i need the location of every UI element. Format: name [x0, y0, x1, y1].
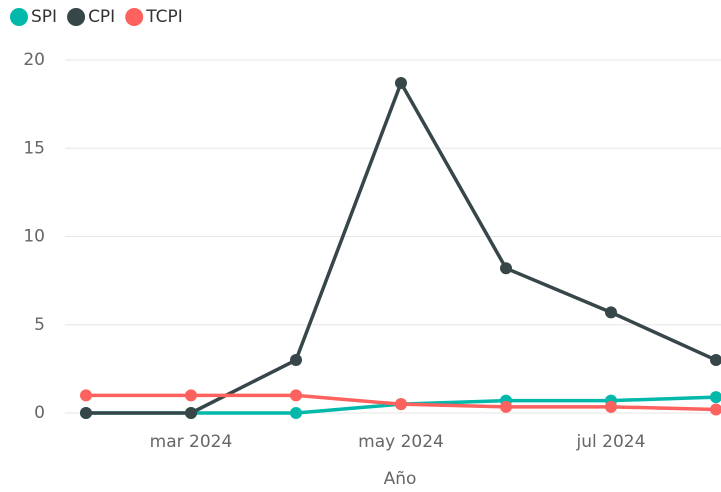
legend-label: TCPI [145, 7, 183, 27]
data-point [500, 400, 512, 413]
data-point [500, 262, 512, 275]
x-tick-label: may 2024 [358, 432, 444, 452]
y-tick-label: 0 [34, 403, 45, 423]
data-point [185, 407, 197, 419]
data-point [80, 389, 92, 402]
legend-label: CPI [88, 7, 115, 27]
legend-marker [125, 8, 144, 26]
data-point [290, 407, 302, 419]
legend-label: SPI [31, 7, 57, 27]
data-point [395, 76, 407, 89]
x-axis-title: Año [384, 469, 417, 489]
y-tick-label: 5 [34, 315, 45, 335]
data-point [290, 354, 302, 367]
data-point [605, 306, 617, 319]
data-point [185, 389, 197, 402]
data-point [710, 391, 721, 404]
data-point [710, 354, 721, 367]
y-tick-label: 10 [23, 227, 45, 247]
legend-marker [10, 8, 28, 26]
data-point [80, 407, 92, 419]
legend-marker [67, 8, 86, 26]
data-point [710, 403, 721, 416]
y-tick-label: 20 [23, 50, 45, 70]
data-point [605, 400, 617, 413]
x-tick-label: jul 2024 [576, 432, 646, 452]
y-tick-label: 15 [23, 138, 45, 158]
data-point [395, 398, 407, 411]
data-point [290, 389, 302, 402]
legend: SPI CPI TCPI [10, 7, 183, 27]
x-tick-label: mar 2024 [150, 432, 233, 452]
series-line [86, 81, 717, 415]
